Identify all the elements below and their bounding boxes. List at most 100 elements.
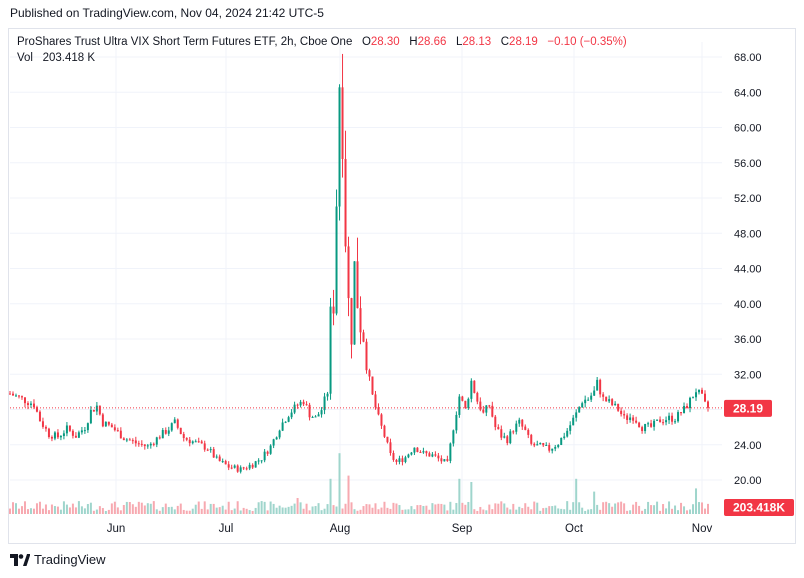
candle-body: [170, 423, 173, 431]
footer-brand[interactable]: TradingView: [10, 552, 106, 567]
volume-bar: [179, 503, 182, 514]
volume-bar: [362, 506, 365, 514]
volume-value: 203.418 K: [42, 52, 96, 64]
candle-body: [566, 430, 569, 437]
candle-body: [635, 420, 638, 423]
volume-bar: [86, 504, 89, 514]
volume-bar: [500, 501, 503, 514]
candle-body: [446, 459, 449, 461]
volume-bar: [614, 503, 617, 514]
volume-bar: [68, 507, 71, 514]
volume-bar: [668, 501, 671, 514]
candle-body: [458, 396, 461, 415]
volume-bar: [425, 505, 428, 514]
candle-body: [701, 389, 704, 394]
candle-body: [692, 397, 695, 399]
volume-bar: [257, 502, 260, 514]
candle-body: [143, 444, 146, 447]
candle-body: [689, 397, 692, 409]
candle-body: [380, 414, 383, 426]
volume-bar: [575, 478, 578, 514]
candle-body: [392, 453, 395, 460]
volume-bar: [41, 508, 44, 514]
y-tick-label: 52.00: [734, 193, 762, 205]
volume-bar: [80, 506, 83, 514]
candle-body: [401, 458, 404, 463]
volume-bar: [440, 503, 443, 514]
candle-body: [440, 458, 443, 462]
volume-bar: [188, 510, 191, 514]
volume-bar: [617, 502, 620, 514]
candle-body: [140, 443, 143, 445]
candle-body: [695, 392, 698, 398]
y-tick-label: 40.00: [734, 299, 762, 311]
candle-body: [125, 439, 128, 441]
volume-bar: [71, 503, 74, 514]
volume-bar: [422, 505, 425, 514]
candle-body: [221, 461, 224, 463]
volume-bar: [167, 507, 170, 514]
x-axis: Jun Jul Aug Sep Oct Nov: [107, 523, 713, 535]
candle-body: [359, 308, 362, 333]
candle-body: [20, 396, 23, 398]
candle-body: [338, 87, 341, 207]
candle-body: [137, 443, 140, 445]
volume-bar: [53, 506, 56, 514]
volume-bar: [485, 510, 488, 514]
candle-body: [416, 447, 419, 452]
candle-body: [362, 332, 365, 342]
volume-bar: [311, 506, 314, 514]
candle-body: [560, 437, 563, 445]
volume-bar: [245, 508, 248, 514]
candle-body: [563, 436, 566, 438]
candle-body: [542, 443, 545, 446]
candle-body: [515, 423, 518, 432]
volume-bar: [692, 504, 695, 514]
volume-bar: [269, 501, 272, 514]
candle-body: [605, 396, 608, 402]
candle-body: [638, 422, 641, 428]
volume-bar: [548, 506, 551, 514]
candle-body: [218, 456, 221, 462]
candle-body: [371, 376, 374, 395]
candle-body: [275, 437, 278, 440]
volume-bar: [596, 504, 599, 514]
volume-bar: [620, 501, 623, 514]
candle-body: [494, 416, 497, 428]
volume-bar: [377, 509, 380, 514]
volume-bar: [329, 478, 332, 514]
volume-bar: [284, 507, 287, 514]
volume-bar: [32, 508, 35, 514]
y-tick-label: 36.00: [734, 334, 762, 346]
volume-bar: [332, 505, 335, 514]
symbol-title: ProShares Trust Ultra VIX Short Term Fut…: [17, 36, 353, 48]
volume-bar: [647, 501, 650, 514]
candle-body: [17, 395, 20, 397]
volume-bar: [389, 508, 392, 514]
volume-bar: [338, 453, 341, 514]
candle-body: [152, 443, 155, 445]
candle-body: [134, 440, 137, 444]
candle-body: [497, 427, 500, 430]
volume-bar: [467, 501, 470, 514]
candle-body: [305, 404, 308, 406]
volume-bar: [515, 509, 518, 514]
candle-body: [383, 425, 386, 437]
candle-body: [548, 444, 551, 451]
volume-bars: [9, 453, 709, 514]
candle-body: [356, 261, 359, 309]
volume-bar: [197, 501, 200, 514]
volume-bar: [335, 506, 338, 514]
candle-body: [602, 394, 605, 397]
brand-name: TradingView: [34, 552, 106, 567]
candle-body: [212, 449, 215, 458]
candle-body: [122, 438, 125, 441]
volume-bar: [56, 506, 59, 514]
candle-body: [62, 433, 65, 437]
volume-bar: [101, 508, 104, 514]
volume-bar: [251, 510, 254, 514]
volume-bar: [635, 501, 638, 514]
candle-body: [389, 442, 392, 454]
candle-body: [449, 443, 452, 461]
